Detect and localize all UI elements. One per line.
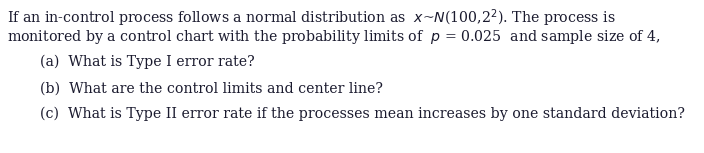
Text: (b)  What are the control limits and center line?: (b) What are the control limits and cent… [40, 82, 383, 96]
Text: If an in-control process follows a normal distribution as  $x$~$N$(100,2$^2$). T: If an in-control process follows a norma… [7, 7, 616, 29]
Text: (c)  What is Type II error rate if the processes mean increases by one standard : (c) What is Type II error rate if the pr… [40, 107, 685, 121]
Text: monitored by a control chart with the probability limits of  $p$ = 0.025  and sa: monitored by a control chart with the pr… [7, 28, 661, 46]
Text: (a)  What is Type I error rate?: (a) What is Type I error rate? [40, 55, 255, 69]
